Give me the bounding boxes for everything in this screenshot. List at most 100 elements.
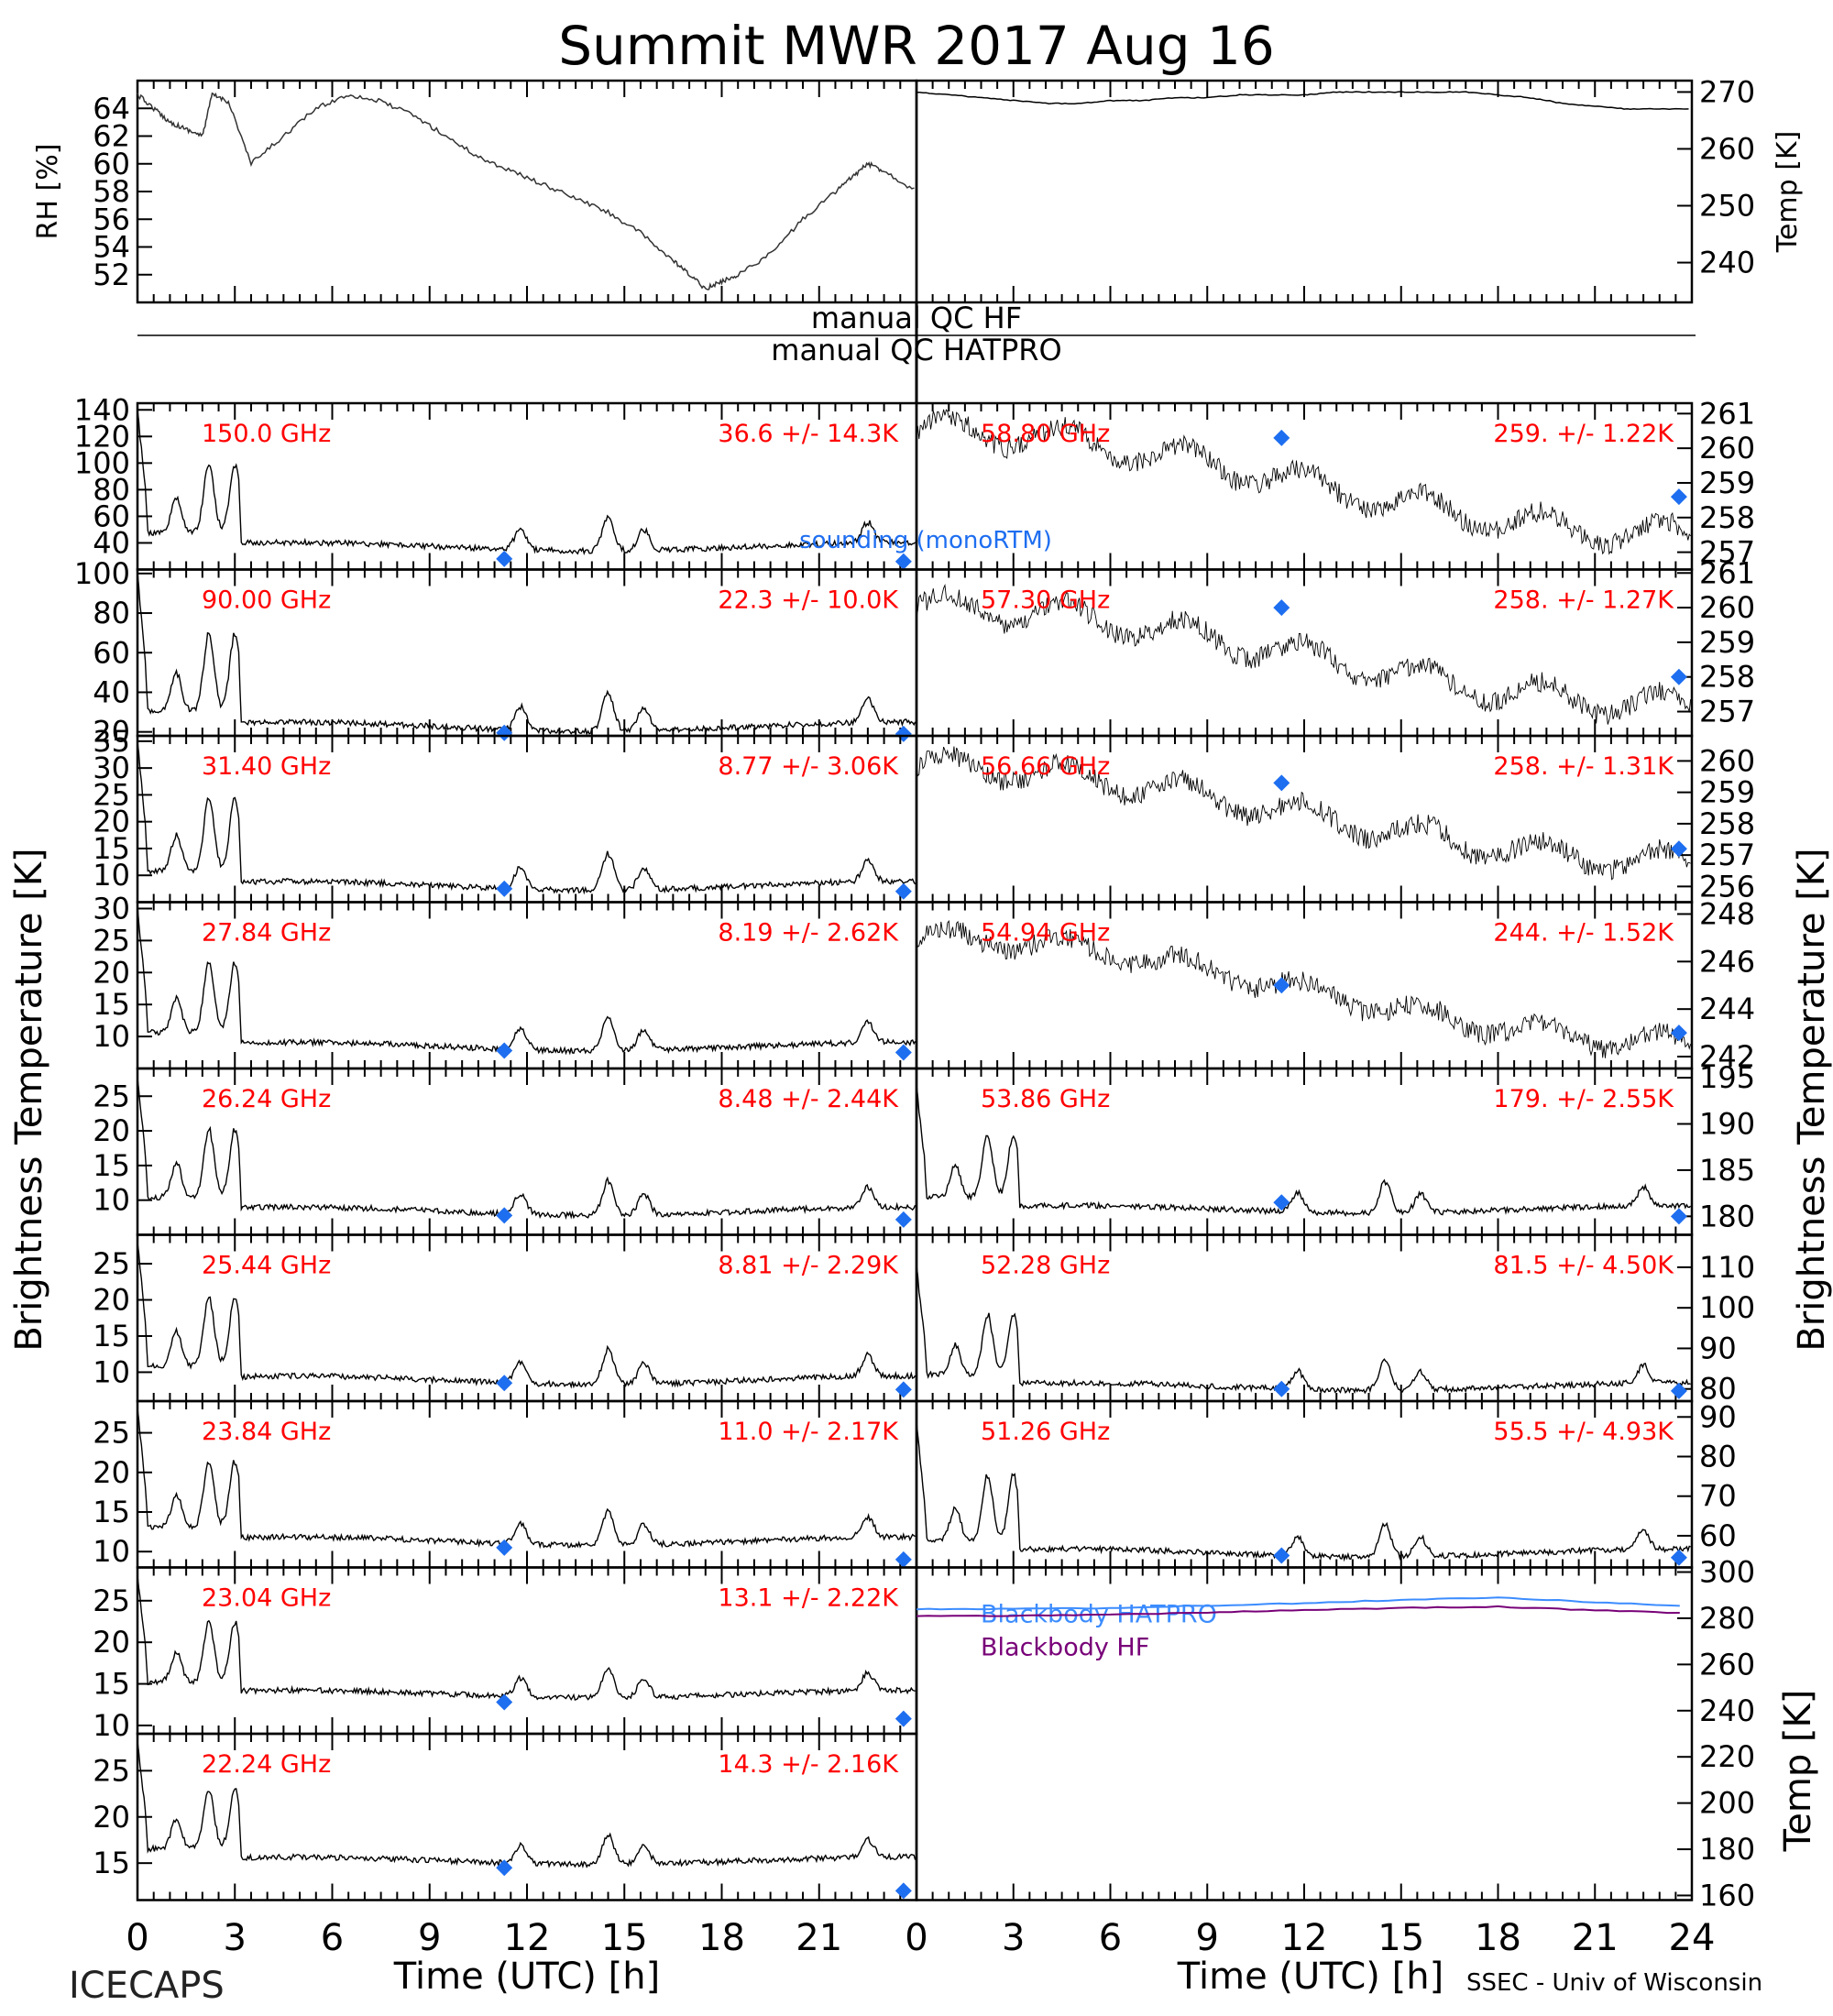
channel-stat: 81.5 +/- 4.50K <box>1493 1252 1674 1280</box>
y-tick-label: 242 <box>1699 1039 1755 1074</box>
y-tick-label: 25 <box>93 1753 130 1788</box>
x-tick-label: 6 <box>1099 1917 1122 1959</box>
y-tick-label: 260 <box>1699 1647 1755 1682</box>
brightness-ylabel-left: Brightness Temperature [K] <box>8 848 50 1351</box>
y-tick-label: 258 <box>1699 660 1755 695</box>
xlabel-left: Time (UTC) [h] <box>393 1956 660 1998</box>
y-tick-label: 180 <box>1699 1832 1755 1867</box>
y-tick-label: 90 <box>1699 1331 1737 1365</box>
temp-series-line <box>916 91 1689 111</box>
y-tick-label: 60 <box>1699 1518 1737 1553</box>
x-tick-label: 21 <box>796 1917 842 1959</box>
y-tick-label: 15 <box>93 831 130 866</box>
brightness-ylabel-right: Brightness Temperature [K] <box>1791 848 1833 1351</box>
channel-label: 57.30 GHz <box>981 586 1110 615</box>
y-tick-label: 35 <box>93 724 130 759</box>
tb-series-line <box>137 1741 916 1868</box>
sounding-marker <box>895 1381 912 1398</box>
y-tick-label: 280 <box>1699 1601 1755 1636</box>
channel-stat: 179. +/- 2.55K <box>1493 1085 1674 1113</box>
y-tick-label: 20 <box>93 955 130 990</box>
tb-series-line <box>916 920 1692 1058</box>
x-tick-label: 0 <box>905 1917 927 1959</box>
y-tick-label: 20 <box>93 1113 130 1148</box>
blackbody-legend-label: Blackbody HF <box>981 1634 1149 1662</box>
y-tick-label: 64 <box>93 91 130 126</box>
y-tick-label: 10 <box>93 1534 130 1569</box>
channel-stat: 22.3 +/- 10.0K <box>718 586 899 615</box>
y-tick-label: 10 <box>93 1183 130 1218</box>
y-tick-label: 100 <box>74 556 130 591</box>
tb-series-line <box>916 409 1691 555</box>
channel-label: 22.24 GHz <box>202 1750 331 1779</box>
sounding-marker <box>1273 1547 1290 1564</box>
y-tick-label: 260 <box>1699 431 1755 466</box>
channel-label: 27.84 GHz <box>202 919 331 948</box>
channel-label: 23.84 GHz <box>202 1418 331 1446</box>
channel-stat: 258. +/- 1.27K <box>1493 586 1674 615</box>
tb-series-line <box>137 741 916 895</box>
y-tick-label: 258 <box>1699 806 1755 841</box>
qc-hatpro-label: manual QC HATPRO <box>771 333 1061 367</box>
y-tick-label: 180 <box>1699 1199 1755 1233</box>
y-tick-label: 259 <box>1699 775 1755 810</box>
y-tick-label: 80 <box>1699 1440 1737 1474</box>
sounding-marker <box>1273 429 1290 446</box>
footer-ssec: SSEC - Univ of Wisconsin <box>1466 1969 1762 1997</box>
y-tick-label: 25 <box>93 1246 130 1281</box>
y-tick-label: 40 <box>93 674 130 709</box>
y-tick-label: 100 <box>1699 1290 1755 1325</box>
y-tick-label: 140 <box>74 392 130 427</box>
sounding-marker <box>895 1044 912 1061</box>
sounding-marker <box>1273 1380 1290 1397</box>
y-tick-label: 15 <box>93 1319 130 1353</box>
y-tick-label: 260 <box>1699 590 1755 625</box>
x-tick-label: 6 <box>321 1917 344 1959</box>
y-tick-label: 10 <box>93 858 130 893</box>
sounding-label: sounding (monoRTM) <box>799 527 1052 554</box>
y-tick-label: 60 <box>93 635 130 670</box>
xlabel-right: Time (UTC) [h] <box>1177 1956 1443 1998</box>
sounding-marker <box>496 880 513 897</box>
y-tick-label: 40 <box>93 525 130 560</box>
channel-label: 25.44 GHz <box>202 1252 331 1280</box>
tb-series-line <box>916 1422 1691 1562</box>
y-tick-label: 20 <box>93 1625 130 1660</box>
y-tick-label: 244 <box>1699 992 1755 1026</box>
sounding-marker <box>1670 488 1687 506</box>
y-tick-label: 10 <box>93 1708 130 1743</box>
y-tick-label: 270 <box>1699 74 1755 109</box>
x-tick-label: 24 <box>1669 1917 1716 1959</box>
channel-label: 90.00 GHz <box>202 586 331 615</box>
y-tick-label: 15 <box>93 1495 130 1529</box>
sounding-marker <box>895 725 912 742</box>
y-tick-label: 256 <box>1699 869 1755 904</box>
sounding-marker <box>1670 1549 1687 1566</box>
y-tick-label: 15 <box>93 1148 130 1183</box>
y-tick-label: 260 <box>1699 743 1755 778</box>
y-tick-label: 248 <box>1699 896 1755 931</box>
y-tick-label: 195 <box>1699 1060 1755 1095</box>
y-tick-label: 200 <box>1699 1786 1755 1821</box>
x-tick-label: 21 <box>1572 1917 1619 1959</box>
channel-label: 52.28 GHz <box>981 1252 1110 1280</box>
y-tick-label: 56 <box>93 202 130 236</box>
x-tick-label: 0 <box>126 1917 148 1959</box>
x-tick-label: 9 <box>1196 1917 1219 1959</box>
y-tick-label: 240 <box>1699 246 1755 280</box>
y-tick-label: 25 <box>93 923 130 958</box>
y-tick-label: 25 <box>93 1583 130 1618</box>
channel-stat: 13.1 +/- 2.22K <box>718 1584 899 1613</box>
sounding-marker <box>496 550 513 567</box>
y-tick-label: 80 <box>93 596 130 630</box>
sounding-marker <box>895 1882 912 1900</box>
y-tick-label: 250 <box>1699 189 1755 224</box>
y-tick-label: 190 <box>1699 1107 1755 1142</box>
x-tick-label: 3 <box>1002 1917 1025 1959</box>
channel-stat: 8.19 +/- 2.62K <box>718 919 899 948</box>
y-tick-label: 25 <box>93 777 130 812</box>
channel-stat: 8.48 +/- 2.44K <box>718 1085 899 1113</box>
sounding-marker <box>496 1042 513 1059</box>
y-tick-label: 246 <box>1699 944 1755 979</box>
y-tick-label: 20 <box>93 715 130 750</box>
